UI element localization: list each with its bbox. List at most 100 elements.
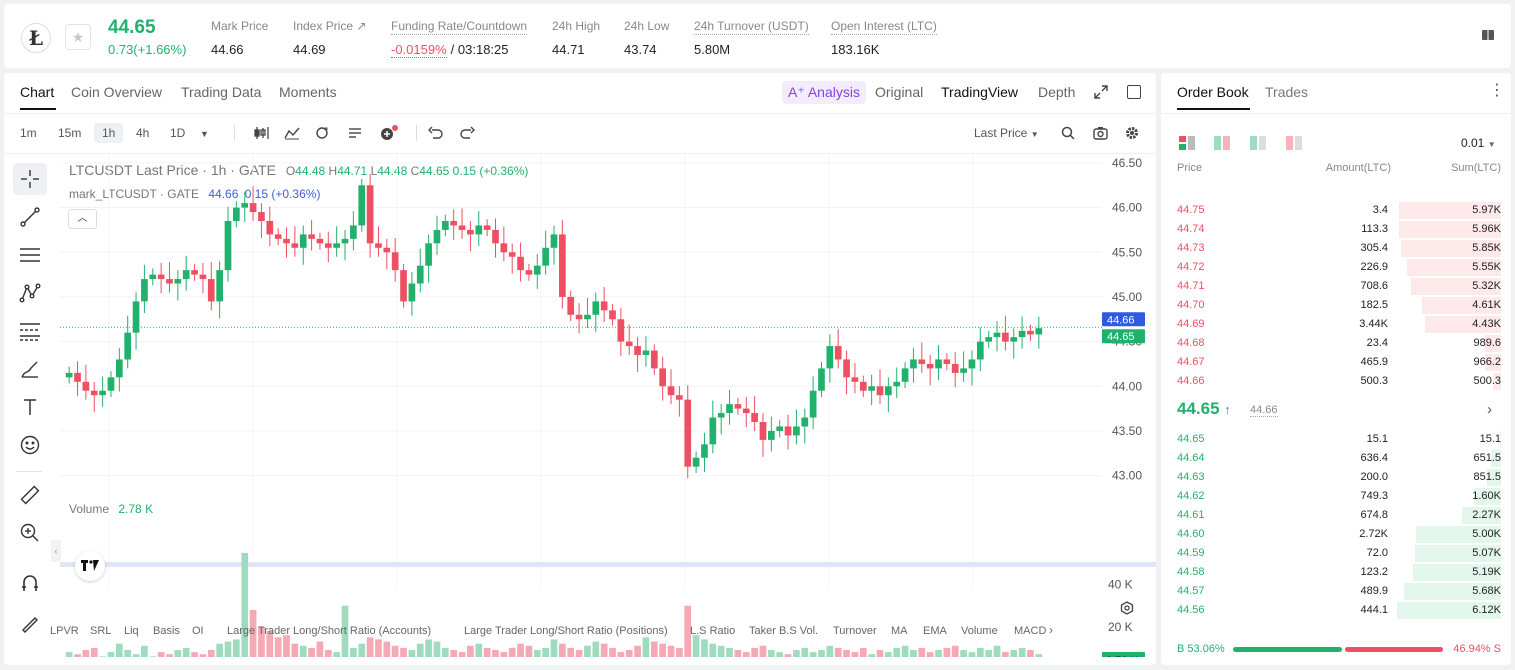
bid-row[interactable]: 44.59 72.0 5.07K <box>1161 544 1511 563</box>
indicator-turnover[interactable]: Turnover <box>833 625 877 637</box>
bid-row[interactable]: 44.61 674.8 2.27K <box>1161 506 1511 525</box>
trendline-icon[interactable] <box>13 201 47 233</box>
tab-trading-data[interactable]: Trading Data <box>181 84 262 100</box>
text-icon[interactable] <box>13 391 47 423</box>
view-asks-icon[interactable] <box>1286 136 1302 155</box>
indicator-l-s-ratio[interactable]: L.S Ratio <box>690 625 736 637</box>
ask-row[interactable]: 44.70 182.5 4.61K <box>1161 296 1511 315</box>
indicator-volume[interactable]: Volume <box>961 625 998 637</box>
bid-row[interactable]: 44.60 2.72K 5.00K <box>1161 525 1511 544</box>
indicators-icon[interactable] <box>284 126 300 145</box>
magnet-icon[interactable] <box>13 567 47 599</box>
funding-rate-label[interactable]: Funding Rate/Countdown <box>391 19 528 35</box>
tf-1h[interactable]: 1h <box>94 123 124 143</box>
tab-moments[interactable]: Moments <box>279 84 337 100</box>
collapse-legend-icon[interactable]: ︿ <box>68 209 97 229</box>
bid-row[interactable]: 44.65 15.1 15.1 <box>1161 430 1511 449</box>
price-type-select[interactable]: Last Price ▼ <box>974 126 1039 140</box>
tab-order-book[interactable]: Order Book <box>1177 84 1249 100</box>
indicator-taker-b-s-vol-[interactable]: Taker B.S Vol. <box>749 625 819 637</box>
ruler-icon[interactable] <box>13 479 47 511</box>
ask-row[interactable]: 44.75 3.4 5.97K <box>1161 201 1511 220</box>
candlestick-chart[interactable]: 46.5046.0045.5045.0044.5044.0043.5043.00… <box>60 154 1156 657</box>
ask-sum: 5.55K <box>1472 261 1501 273</box>
pencil-lock-icon[interactable] <box>13 607 47 639</box>
indicator-basis[interactable]: Basis <box>153 625 180 637</box>
ask-row[interactable]: 44.67 465.9 966.2 <box>1161 353 1511 372</box>
tf-4h[interactable]: 4h <box>136 126 150 140</box>
turnover-label: 24h Turnover (USDT) <box>694 19 809 35</box>
ask-row[interactable]: 44.72 226.9 5.55K <box>1161 258 1511 277</box>
bid-row[interactable]: 44.64 636.4 651.5 <box>1161 449 1511 468</box>
emoji-icon[interactable] <box>13 429 47 461</box>
zoom-in-icon[interactable] <box>13 517 47 549</box>
redo-icon[interactable] <box>459 126 475 145</box>
index-price-label[interactable]: Index Price ↗ <box>293 19 367 33</box>
ask-row[interactable]: 44.68 23.4 989.6 <box>1161 334 1511 353</box>
indicators-next-icon[interactable]: › <box>1049 623 1053 637</box>
last-price: 44.65 <box>108 17 156 38</box>
ask-row[interactable]: 44.66 500.3 500.3 <box>1161 372 1511 391</box>
settings-hex-icon[interactable] <box>1120 601 1134 620</box>
undo-icon[interactable] <box>428 126 444 145</box>
bid-row[interactable]: 44.56 444.1 6.12K <box>1161 601 1511 620</box>
expand-icon[interactable] <box>1094 85 1108 104</box>
analysis-button[interactable]: A⁺ Analysis <box>782 81 866 104</box>
indicator-lpvr[interactable]: LPVR <box>50 625 79 637</box>
tf-1m[interactable]: 1m <box>20 126 37 140</box>
indicator-oi[interactable]: OI <box>192 625 204 637</box>
indicator-macd[interactable]: MACD <box>1014 625 1047 637</box>
volume-bar <box>517 643 524 657</box>
book-icon[interactable] <box>1481 28 1495 42</box>
tf-dropdown-icon[interactable]: ▼ <box>200 129 209 139</box>
view-original[interactable]: Original <box>875 84 924 100</box>
candle-type-icon[interactable] <box>254 126 270 145</box>
indicator-srl[interactable]: SRL <box>90 625 112 637</box>
ask-row[interactable]: 44.73 305.4 5.85K <box>1161 239 1511 258</box>
camera-icon[interactable] <box>1093 126 1108 145</box>
gear-icon[interactable] <box>1125 126 1139 145</box>
search-icon[interactable] <box>1061 126 1075 145</box>
tab-underline <box>1177 108 1250 110</box>
ask-row[interactable]: 44.74 113.3 5.96K <box>1161 220 1511 239</box>
tab-trades[interactable]: Trades <box>1265 84 1309 100</box>
fib-icon[interactable] <box>13 315 47 347</box>
view-both-icon[interactable] <box>1179 136 1195 155</box>
alert-add-icon[interactable] <box>379 125 399 146</box>
horizontal-lines-icon[interactable] <box>13 239 47 271</box>
bid-row[interactable]: 44.57 489.9 5.68K <box>1161 582 1511 601</box>
bid-row[interactable]: 44.58 123.2 5.19K <box>1161 563 1511 582</box>
brush-icon[interactable] <box>13 353 47 385</box>
templates-icon[interactable] <box>348 126 362 145</box>
tab-chart[interactable]: Chart <box>20 84 55 100</box>
volume-bar <box>851 652 859 657</box>
mid-price: 44.65 ↑ <box>1177 399 1231 419</box>
view-tradingview[interactable]: TradingView <box>941 84 1019 100</box>
layout-icon[interactable] <box>1127 85 1141 99</box>
indicator-large-trader-long-short-ratio-accounts-[interactable]: Large Trader Long/Short Ratio (Accounts) <box>227 625 432 637</box>
indicator-liq[interactable]: Liq <box>124 625 139 637</box>
view-depth[interactable]: Depth <box>1038 84 1076 100</box>
crosshair-icon[interactable] <box>13 163 47 195</box>
more-icon[interactable]: ⋮ <box>1489 82 1505 99</box>
compare-icon[interactable] <box>315 126 329 145</box>
indicator-large-trader-long-short-ratio-positions-[interactable]: Large Trader Long/Short Ratio (Positions… <box>464 625 668 637</box>
view-depth-icon[interactable] <box>1250 136 1266 155</box>
indicator-ma[interactable]: MA <box>891 625 908 637</box>
ask-row[interactable]: 44.69 3.44K 4.43K <box>1161 315 1511 334</box>
ask-depth-bar <box>1484 335 1501 352</box>
pattern-icon[interactable] <box>13 277 47 309</box>
chevron-right-icon[interactable]: › <box>1487 401 1492 418</box>
precision-select[interactable]: 0.01 ▼ <box>1461 136 1496 150</box>
bid-row[interactable]: 44.62 749.3 1.60K <box>1161 487 1511 506</box>
collapse-toolbar-icon[interactable]: ‹ <box>51 540 61 562</box>
tf-15m[interactable]: 15m <box>58 126 82 140</box>
bid-row[interactable]: 44.63 200.0 851.5 <box>1161 468 1511 487</box>
view-bids-icon[interactable] <box>1214 136 1230 155</box>
candle-body <box>592 301 600 315</box>
favorite-star-icon[interactable]: ★ <box>65 24 91 50</box>
ask-row[interactable]: 44.71 708.6 5.32K <box>1161 277 1511 296</box>
indicator-ema[interactable]: EMA <box>923 625 947 637</box>
tab-coin-overview[interactable]: Coin Overview <box>71 84 163 100</box>
tf-1d[interactable]: 1D <box>170 126 186 140</box>
